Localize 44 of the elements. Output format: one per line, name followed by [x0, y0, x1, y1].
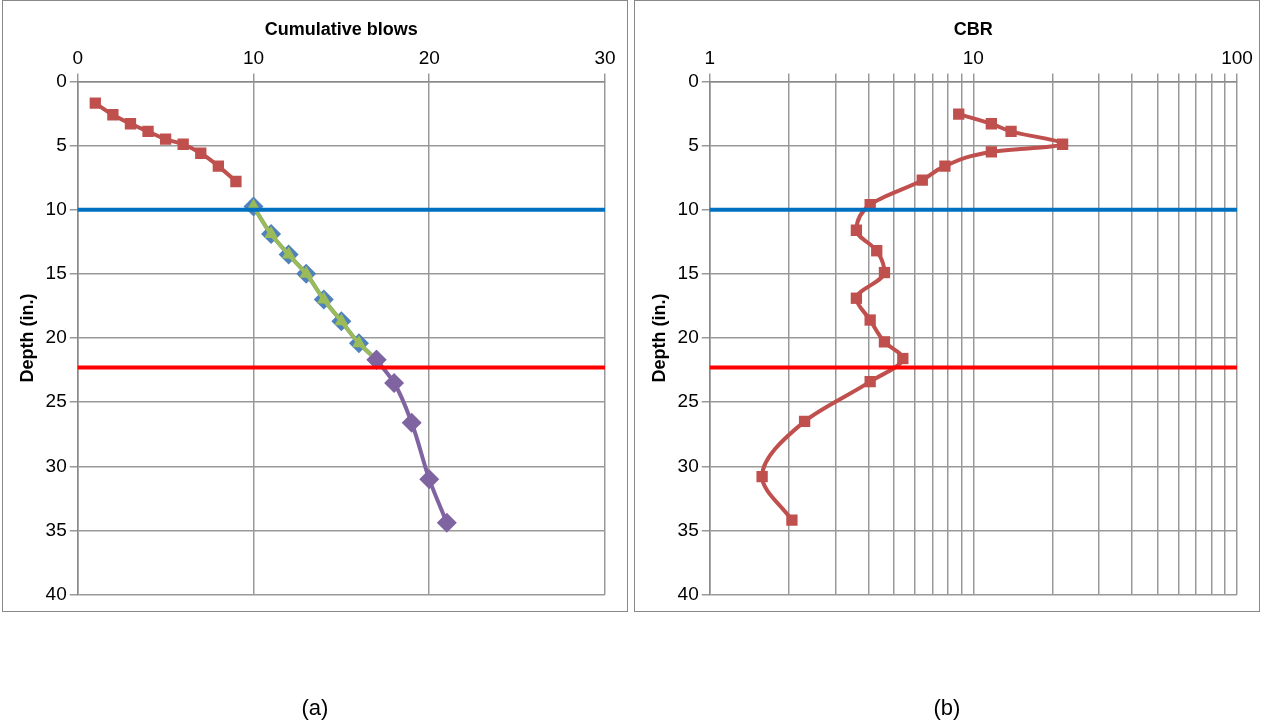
y-tick-label: 25 — [45, 390, 67, 412]
text: (a) — [300, 695, 330, 721]
y-tick-label: 0 — [688, 69, 699, 91]
y-tick-label: 35 — [677, 518, 699, 540]
point — [419, 469, 440, 490]
x-tick-label: 10 — [242, 47, 265, 69]
point — [384, 372, 405, 393]
y-tick-label: 30 — [45, 454, 67, 476]
point — [436, 512, 457, 533]
x-tick-label: 20 — [418, 47, 440, 69]
x-tick-label: 30 — [594, 47, 616, 69]
point — [401, 412, 422, 433]
point — [177, 138, 189, 150]
y-axis-title: Depth (in.) — [16, 293, 37, 383]
y-tick-label: 40 — [45, 582, 67, 604]
x-tick-label: 0 — [72, 47, 84, 69]
y-axis-title: Depth (in.) — [648, 293, 669, 383]
point — [124, 118, 137, 130]
y-tick-label: 15 — [677, 262, 699, 284]
x-axis-title: Cumulative blows — [264, 18, 418, 39]
y-tick-label: 40 — [677, 582, 699, 604]
y-tick-label: 0 — [56, 69, 67, 91]
y-tick-label: 10 — [677, 197, 699, 219]
x-tick-label: 10 — [962, 47, 984, 69]
text: (b) — [932, 695, 962, 721]
point — [212, 160, 224, 172]
y-tick-label: 5 — [56, 133, 67, 155]
point — [195, 147, 207, 159]
x-tick-label: 1 — [704, 47, 716, 69]
point — [230, 175, 242, 188]
point — [89, 97, 101, 109]
point — [142, 125, 154, 138]
y-tick-label: 30 — [677, 454, 699, 476]
y-tick-label: 15 — [45, 262, 67, 284]
y-tick-label: 20 — [677, 326, 699, 348]
point — [159, 133, 172, 145]
y-tick-label: 25 — [677, 390, 699, 412]
y-tick-label: 10 — [45, 197, 67, 219]
x-tick-label: 100 — [1221, 47, 1253, 69]
y-tick-label: 35 — [45, 518, 67, 540]
x-axis-title: CBR — [953, 18, 993, 39]
y-tick-label: 5 — [688, 133, 699, 155]
point — [107, 109, 119, 121]
y-tick-label: 20 — [45, 326, 67, 348]
